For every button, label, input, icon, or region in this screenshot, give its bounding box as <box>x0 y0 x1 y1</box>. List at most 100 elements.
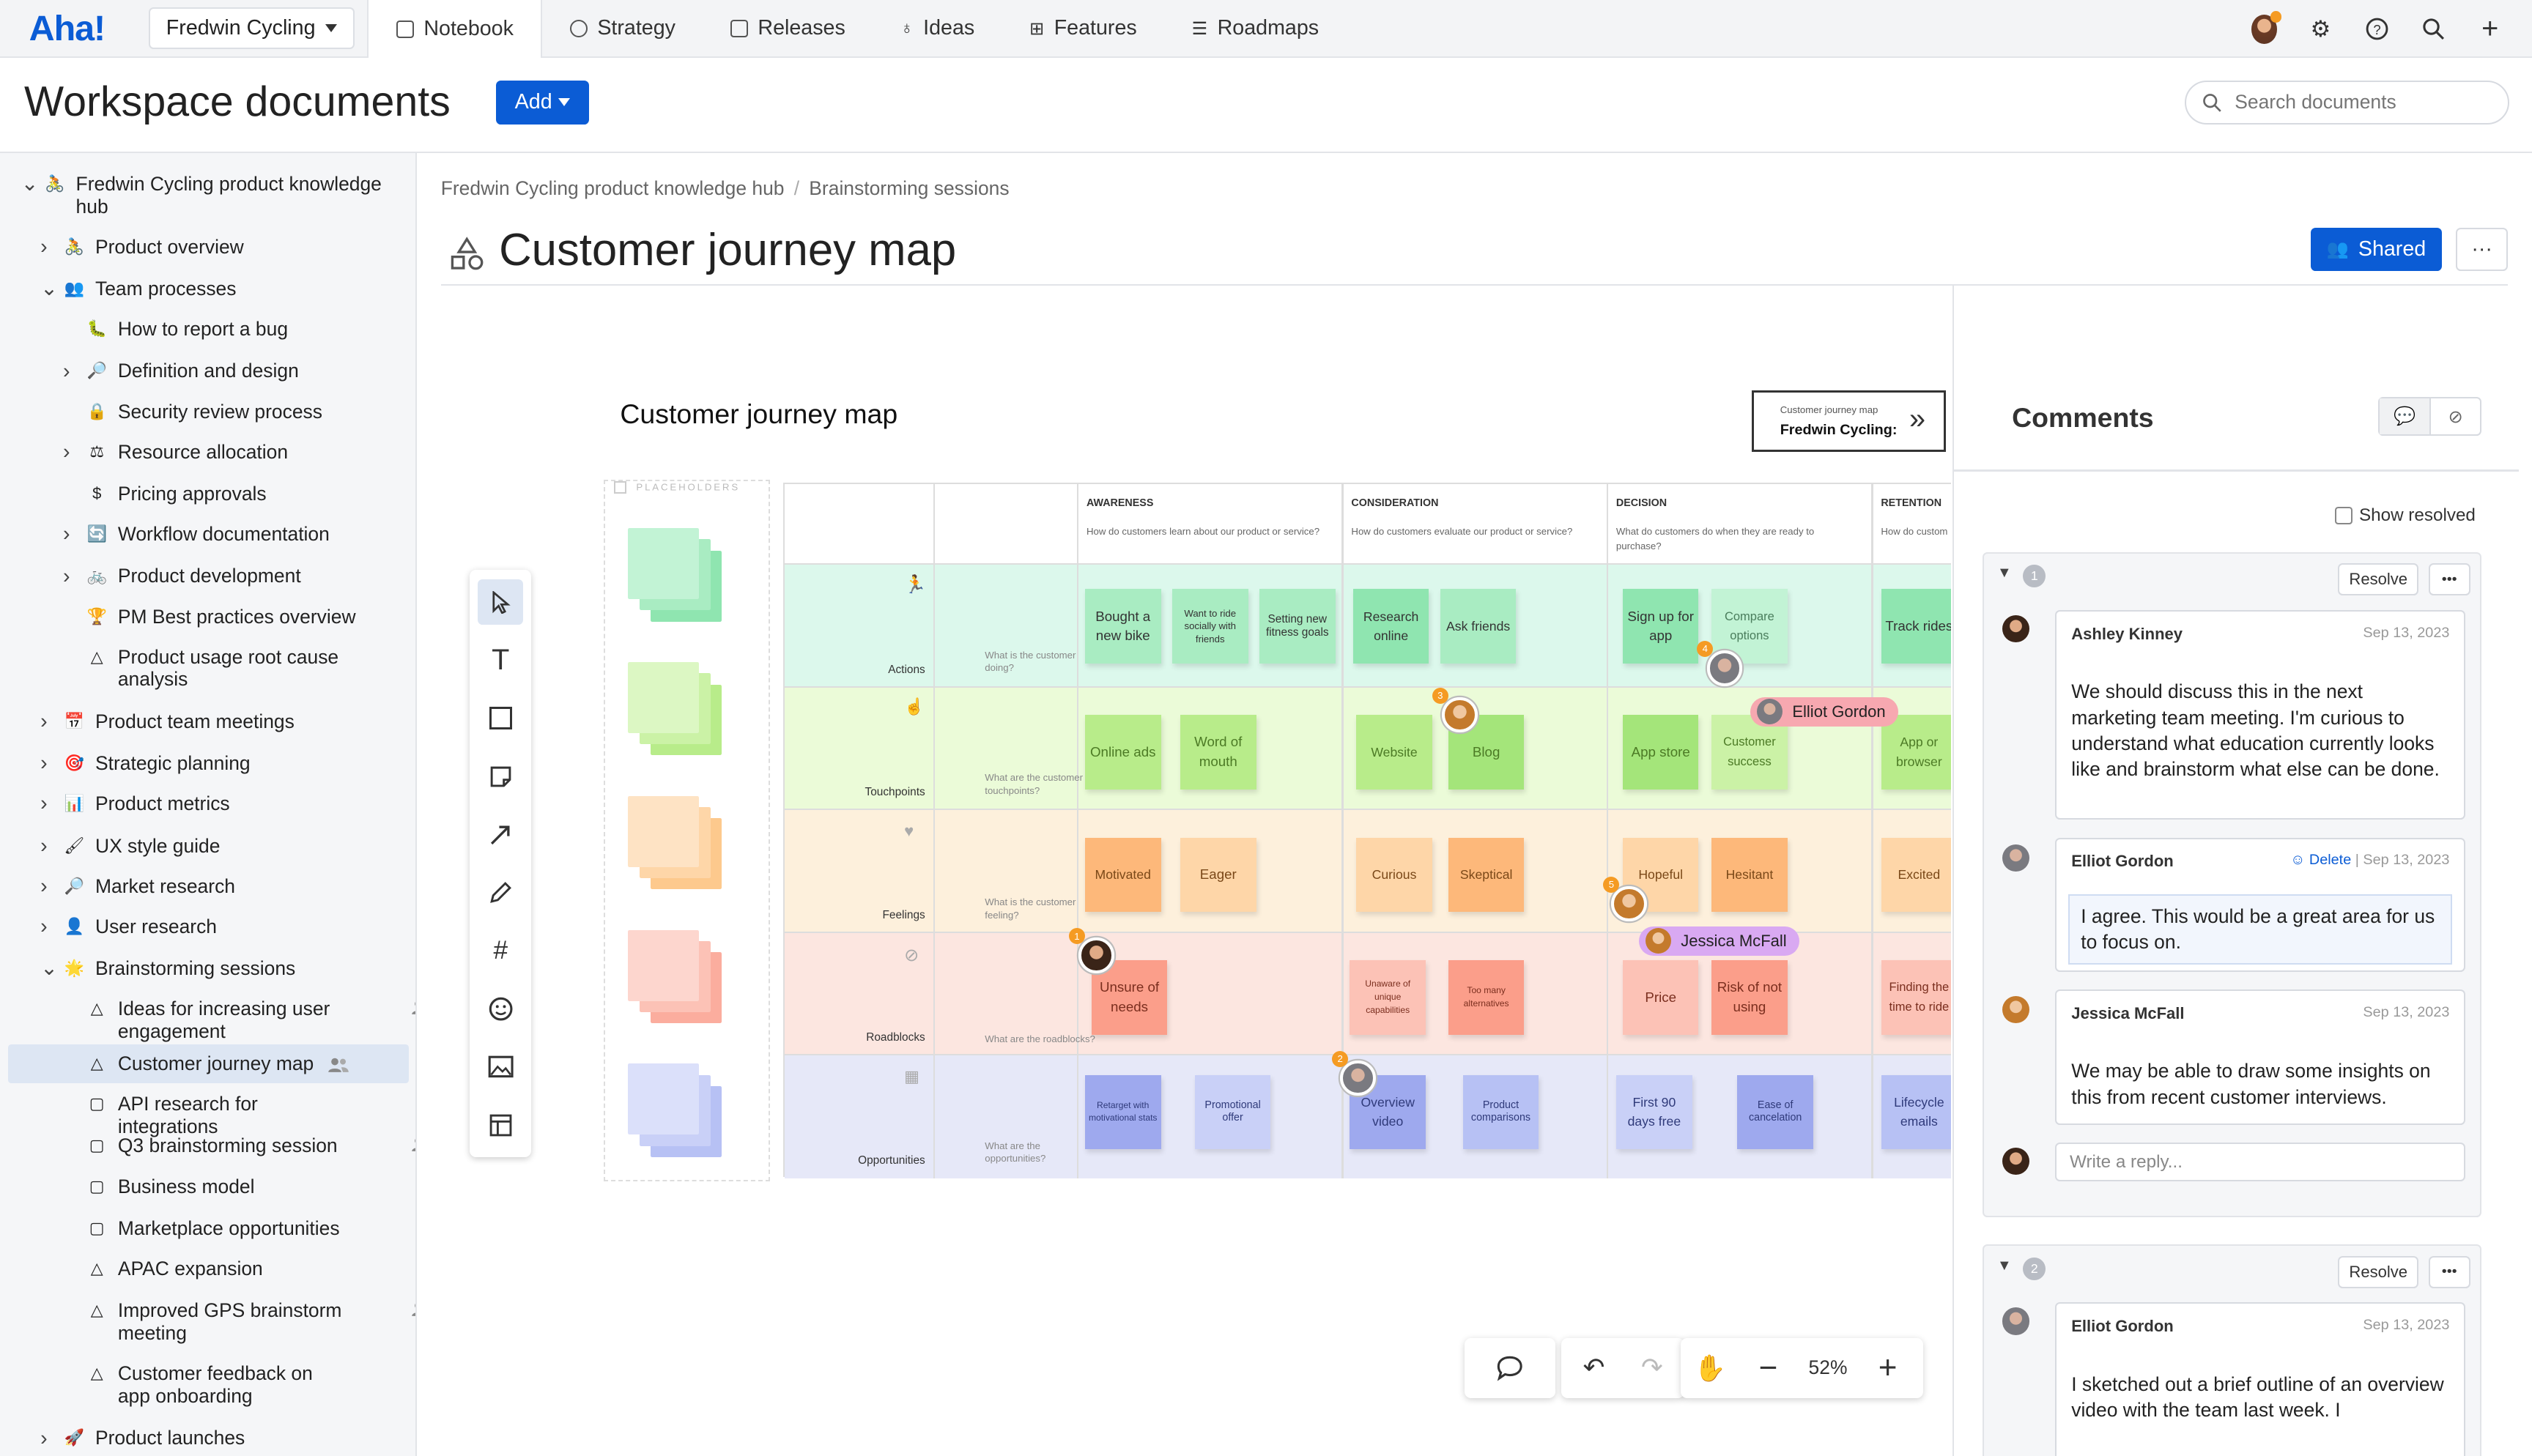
sticky-note[interactable]: Hesitant <box>1711 837 1788 913</box>
sticky-note[interactable]: Bought a new bike <box>1084 589 1161 664</box>
sidebar-item[interactable]: › 📊 Product metrics <box>19 792 337 815</box>
sidebar-item[interactable]: › 🚀 Product launches <box>19 1427 337 1449</box>
collaborator-avatar[interactable] <box>1078 937 1114 973</box>
sticky-note[interactable]: Lifecycle emails <box>1881 1074 1951 1150</box>
sidebar-item[interactable]: › 🚴 Product overview <box>19 236 337 259</box>
tab-ideas[interactable]: ♁ Ideas <box>873 0 1002 57</box>
chevron-down-icon[interactable]: ▼ <box>1997 565 2012 582</box>
sticky-note[interactable]: Curious <box>1356 837 1432 913</box>
sticky-note[interactable]: Ease of cancelation <box>1737 1074 1813 1150</box>
comment-badge[interactable]: 1 <box>1068 928 1085 945</box>
show-resolved-toggle[interactable]: Show resolved <box>2334 505 2476 526</box>
sticky-note[interactable]: Risk of not using <box>1711 960 1788 1035</box>
zoom-in-icon[interactable]: + <box>1878 1349 1898 1386</box>
chevron-down-icon[interactable]: ⌄ <box>40 277 59 301</box>
sidebar-item[interactable]: › 🔎 Market research <box>19 875 337 898</box>
sticky-note[interactable]: App or browser <box>1881 715 1951 790</box>
chevron-right-icon[interactable]: › <box>40 751 48 776</box>
comment-badge[interactable]: 5 <box>1603 876 1620 893</box>
gear-icon[interactable]: ⚙ <box>2310 15 2331 42</box>
shared-button[interactable]: 👥 Shared <box>2311 227 2442 272</box>
sidebar-item[interactable]: ▢ Business model <box>42 1175 360 1198</box>
hand-pan-icon[interactable]: ✋ <box>1694 1353 1727 1383</box>
sticky-note[interactable]: Want to ride socially with friends <box>1171 589 1248 664</box>
sticky-note[interactable]: Unsure of needs <box>1091 960 1168 1035</box>
sticky-note[interactable]: Price <box>1622 960 1699 1035</box>
sticky-note[interactable]: Research online <box>1352 589 1429 664</box>
chevron-down-icon[interactable]: ⌄ <box>21 172 39 196</box>
sticky-note[interactable]: Excited <box>1881 837 1951 913</box>
plus-icon[interactable]: + <box>2481 12 2499 45</box>
rectangle-tool-icon[interactable] <box>478 696 523 741</box>
tab-features[interactable]: ⊞ Features <box>1002 0 1165 57</box>
chevron-right-icon[interactable]: › <box>40 709 48 733</box>
resolve-button[interactable]: Resolve <box>2338 563 2419 596</box>
sticky-note[interactable]: Setting new fitness goals <box>1259 589 1336 664</box>
add-button[interactable]: Add <box>495 81 590 125</box>
chevron-right-icon[interactable]: › <box>40 1426 48 1450</box>
comment-show-icon[interactable]: 💬 <box>2380 398 2431 435</box>
frame-tool-icon[interactable]: # <box>493 936 508 965</box>
sticky-note[interactable]: Customer success <box>1711 715 1788 790</box>
chevron-right-icon[interactable]: › <box>40 792 48 816</box>
sidebar-item[interactable]: △ Ideas for increasing user engagement <box>42 998 415 1043</box>
undo-icon[interactable]: ↶ <box>1582 1353 1605 1383</box>
sidebar-item[interactable]: › 🔄 Workflow documentation <box>42 523 360 546</box>
sidebar-item[interactable]: ▢ API research for integrations <box>42 1093 360 1138</box>
sidebar-item[interactable]: 🔒 Security review process <box>42 401 360 423</box>
sticky-note[interactable]: Retarget with motivational stats <box>1084 1074 1161 1150</box>
tab-strategy[interactable]: Strategy <box>542 0 703 57</box>
redo-icon[interactable]: ↷ <box>1641 1353 1663 1383</box>
user-avatar[interactable] <box>2251 11 2282 44</box>
chevron-right-icon[interactable]: › <box>62 359 70 383</box>
sidebar-item[interactable]: › 🚲 Product development <box>42 565 360 587</box>
search-input[interactable] <box>2235 91 2493 114</box>
select-cursor-icon[interactable] <box>478 579 524 625</box>
sidebar-item[interactable]: › 🎯 Strategic planning <box>19 752 337 775</box>
sidebar-item[interactable]: › 🖌 UX style guide <box>19 835 337 858</box>
breadcrumb-item[interactable]: Brainstorming sessions <box>809 177 1010 200</box>
sticky-note[interactable]: Unaware of unique capabilities <box>1350 960 1426 1035</box>
sticky-note[interactable]: Finding the time to ride <box>1881 960 1951 1035</box>
thread-more-button[interactable]: ••• <box>2428 1255 2470 1288</box>
chevron-right-icon[interactable]: › <box>40 833 48 858</box>
sticky-note[interactable]: Eager <box>1180 837 1256 913</box>
workspace-selector[interactable]: Fredwin Cycling <box>148 7 355 50</box>
sidebar-item[interactable]: ⌄ 🚴 Fredwin Cycling product knowledge hub <box>0 173 382 218</box>
help-icon[interactable]: ? <box>2364 16 2390 42</box>
sidebar-item[interactable]: 🐛 How to report a bug <box>42 318 360 341</box>
collaborator-avatar[interactable] <box>1706 650 1742 686</box>
text-tool-icon[interactable]: T <box>492 643 510 676</box>
emoji-sticker-icon[interactable] <box>478 987 523 1032</box>
chevron-right-icon[interactable]: › <box>62 564 70 588</box>
chevron-right-icon[interactable]: › <box>40 874 48 898</box>
minimap[interactable]: Customer journey map Fredwin Cycling: » <box>1752 390 1946 453</box>
arrow-tool-icon[interactable] <box>478 812 523 858</box>
sticky-note[interactable]: Word of mouth <box>1180 715 1256 790</box>
sidebar-item[interactable]: △ Improved GPS brainstorm meeting <box>42 1299 415 1345</box>
search-icon[interactable] <box>2421 16 2446 42</box>
sidebar-item[interactable]: › 📅 Product team meetings <box>19 710 337 733</box>
resolve-button[interactable]: Resolve <box>2338 1255 2419 1288</box>
sidebar-item[interactable]: › 👤 User research <box>19 915 337 938</box>
image-tool-icon[interactable] <box>478 1044 523 1090</box>
template-layout-icon[interactable] <box>478 1102 523 1148</box>
sticky-stack-purple[interactable] <box>628 1063 725 1160</box>
collaborator-avatar[interactable] <box>1340 1060 1376 1096</box>
sticky-note[interactable]: Sign up for app <box>1622 589 1699 664</box>
collaborator-avatar[interactable] <box>1442 697 1478 733</box>
comment-badge[interactable]: 2 <box>1332 1050 1349 1067</box>
sticky-note[interactable]: Too many alternatives <box>1448 960 1525 1035</box>
tab-releases[interactable]: Releases <box>703 0 873 57</box>
comment-hide-icon[interactable]: ⊘ <box>2448 406 2463 427</box>
sticky-note[interactable]: Track rides <box>1881 589 1951 664</box>
chevron-right-icon[interactable]: › <box>62 439 70 464</box>
whiteboard-canvas[interactable]: Customer journey map Customer journey ma… <box>418 286 1951 1456</box>
sidebar-item[interactable]: △ Product usage root cause analysis <box>42 646 344 691</box>
sticky-note[interactable]: Online ads <box>1084 715 1161 790</box>
sticky-stack-green[interactable] <box>628 527 725 625</box>
sticky-note[interactable]: Ask friends <box>1440 589 1517 664</box>
chevron-right-icon[interactable]: › <box>40 234 48 259</box>
delete-link[interactable]: Delete <box>2309 852 2352 869</box>
sidebar-item[interactable]: 🏆 PM Best practices overview <box>42 606 360 628</box>
